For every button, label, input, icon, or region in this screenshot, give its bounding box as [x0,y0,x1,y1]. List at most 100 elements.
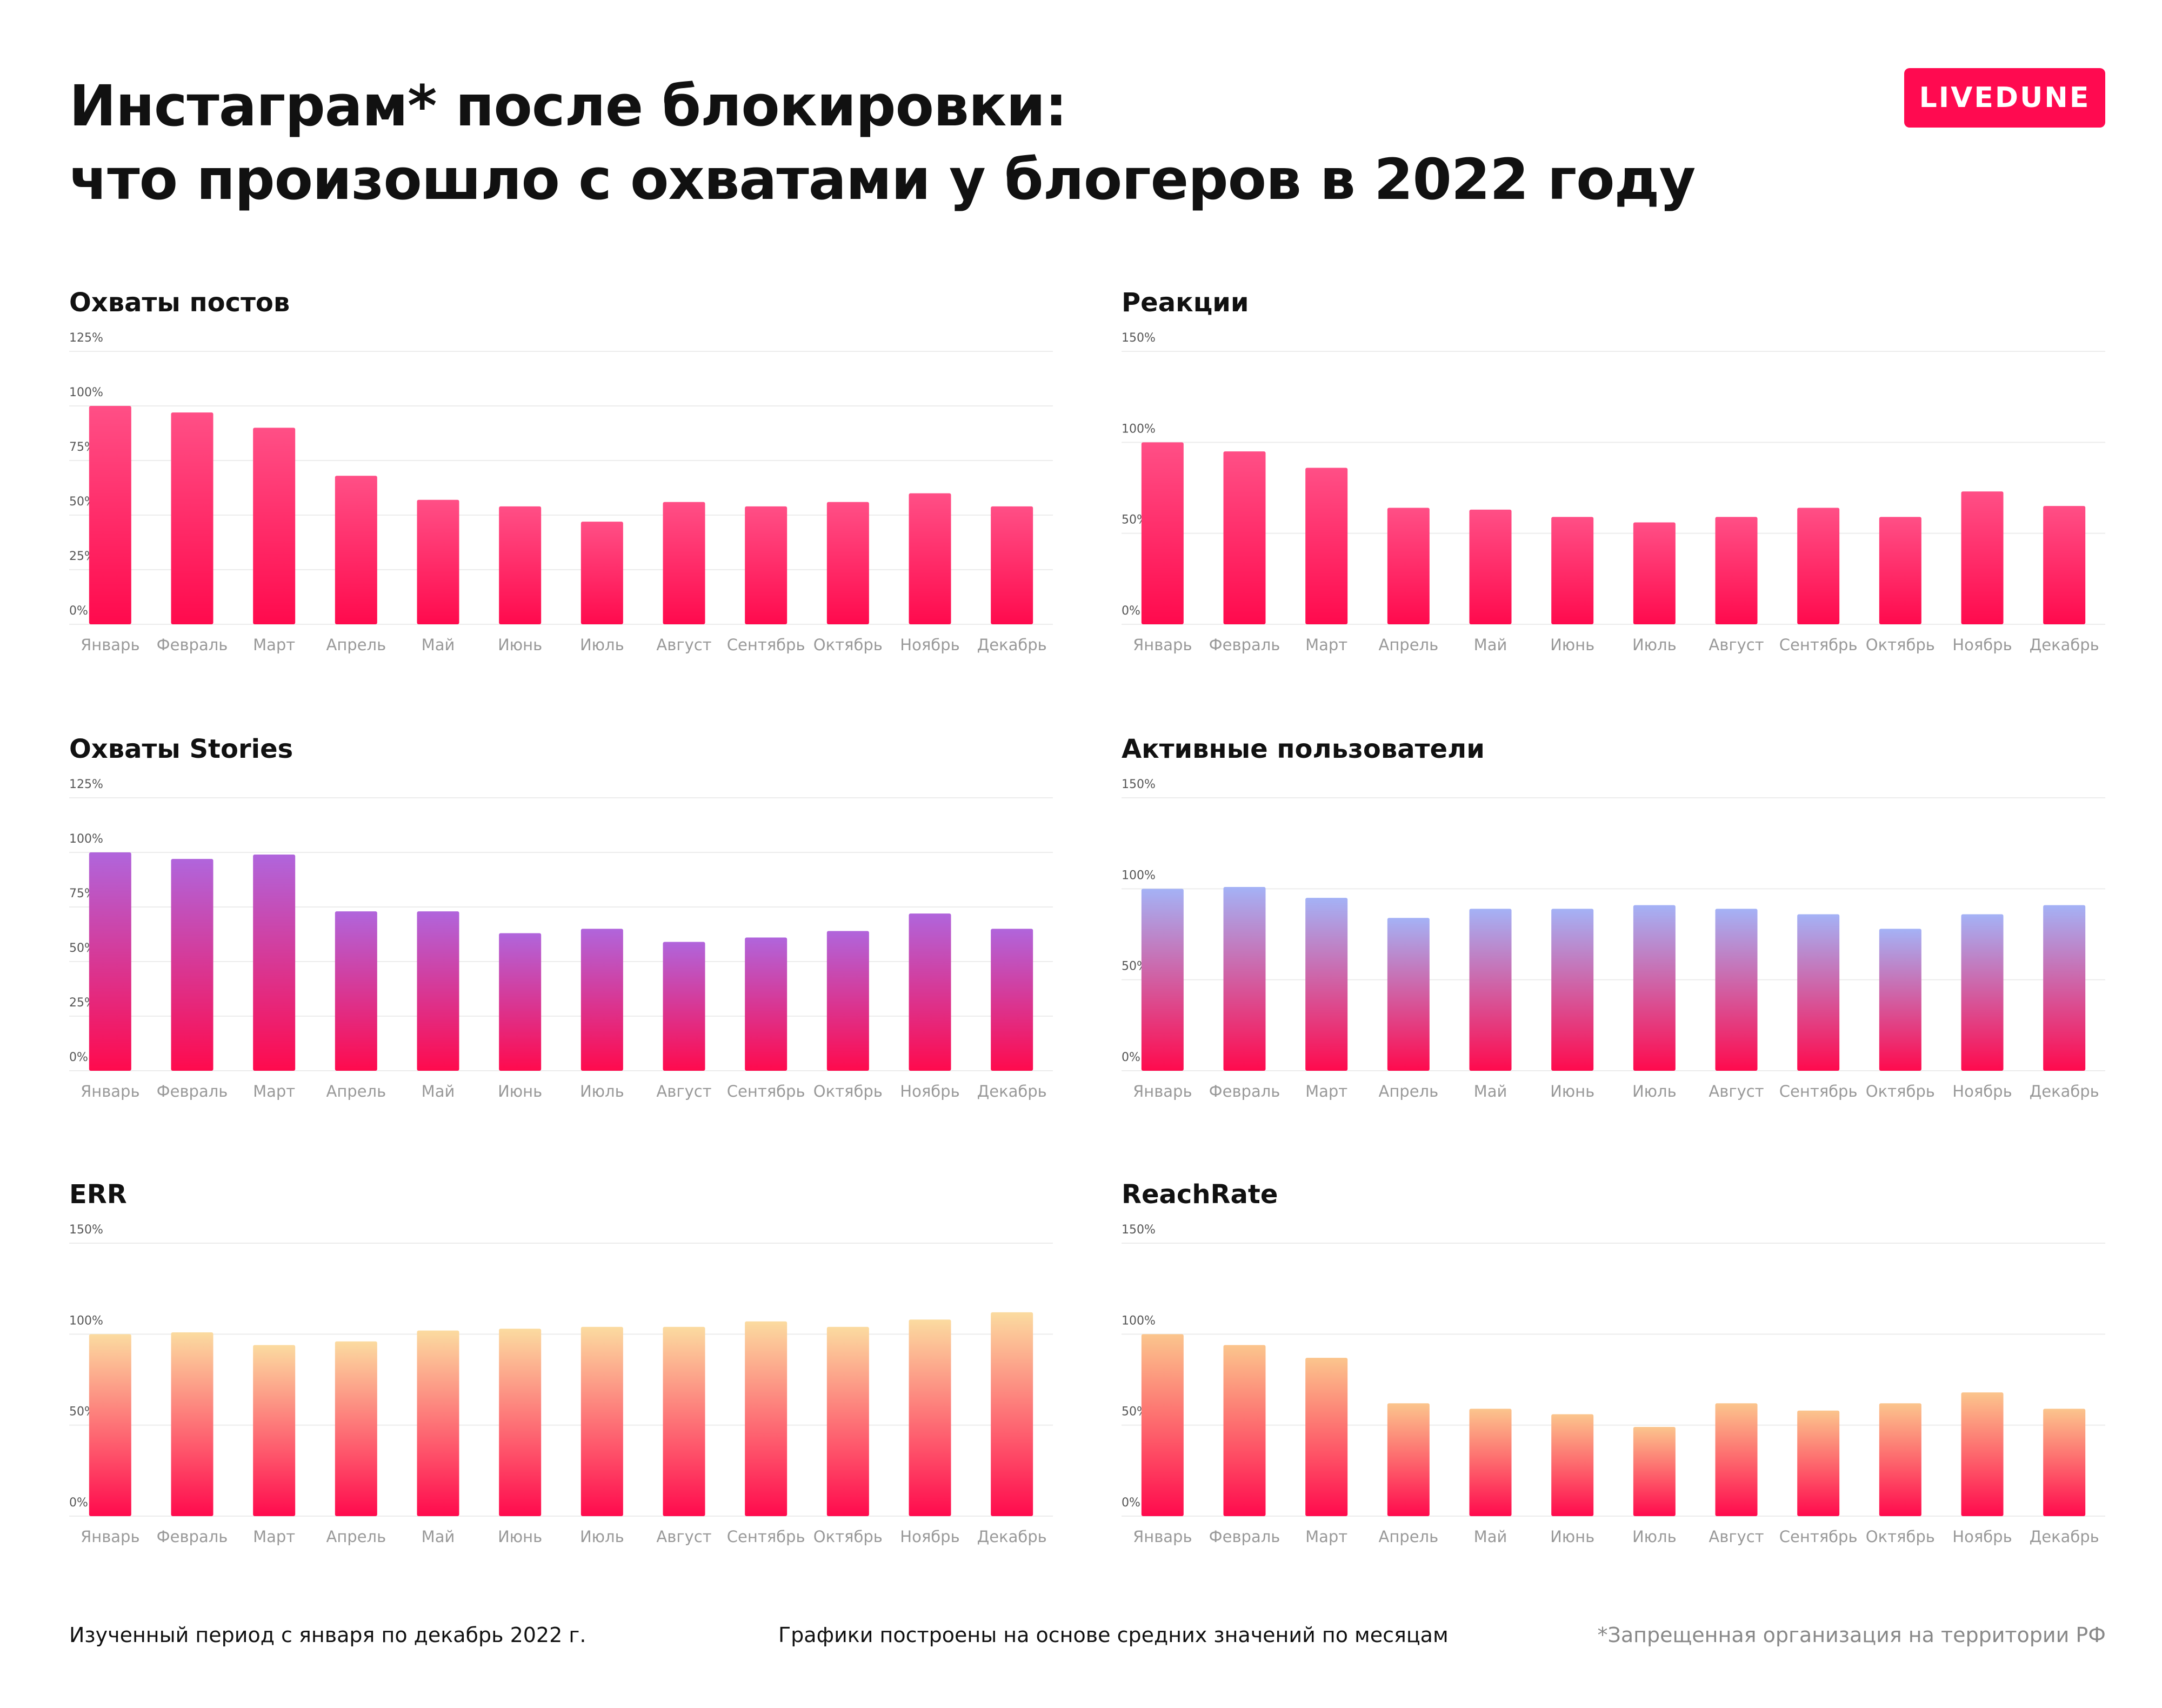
bar-9 [745,1321,788,1516]
x-tick-label: Август [1709,1082,1764,1100]
chart-reach-rate: 0%50%100%150%Январь Февраль Март Апрель Май И… [1122,1223,2105,1546]
bar-10 [1879,1403,1921,1516]
bar-4 [1387,918,1430,1071]
bar-10 [1879,517,1921,624]
x-tick-label: Сентябрь [1779,1527,1858,1546]
bar-8 [1715,1403,1758,1516]
x-tick-label: Май [1474,1082,1507,1100]
bar-10 [826,502,869,624]
bar-2 [1223,451,1266,624]
x-tick-label: Июнь [498,1082,542,1100]
bar-3 [1305,898,1348,1071]
bar-2 [171,412,213,624]
x-tick-label: Февраль [157,1082,228,1100]
bar-9 [1797,508,1840,624]
x-tick-label: Июль [580,1082,624,1100]
bar-8 [663,1326,705,1516]
chart-stories-reach: 0%25%50%75%100%125%Январь Февраль Март Апре… [69,778,1053,1100]
y-tick-label: 0% [1122,1496,1140,1510]
bar-12 [2043,506,2086,624]
x-tick-label: Ноябрь [900,1082,959,1100]
bar-6 [499,933,542,1071]
bar-5 [1469,509,1512,624]
x-tick-label: Январь [1133,636,1192,654]
bar-3 [253,855,296,1071]
footer-disclaimer: *Запрещенная организация на территории Р… [1597,1623,2106,1647]
x-tick-label: Июль [1632,636,1677,654]
x-tick-label: Июль [580,636,624,654]
x-tick-label: Январь [81,1527,139,1546]
x-tick-label: Ноябрь [1952,1527,2012,1546]
x-tick-label: Апрель [326,1082,386,1100]
x-tick-label: Август [1709,636,1764,654]
x-tick-label: Декабрь [977,1082,1047,1100]
bar-7 [580,522,623,624]
x-tick-label: Октябрь [813,1082,883,1100]
chart-panel-reach-rate: ReachRate 0% 50% 100% 150% Январь Февраль Март… [1122,1178,2105,1567]
chart-panel-err: ERR 0% 50% 100% 150% Январь Февраль Март Апрель… [69,1178,1053,1567]
y-tick-label: 125% [69,778,103,791]
bar-6 [1551,1414,1594,1516]
x-tick-label: Октябрь [813,1527,883,1546]
x-tick-label: Март [253,1527,295,1546]
x-tick-label: Февраль [1209,636,1280,654]
x-tick-label: Декабрь [977,1527,1047,1546]
bar-5 [417,499,459,624]
x-tick-label: Апрель [1378,1082,1438,1100]
x-tick-label: Февраль [157,1527,228,1546]
x-tick-label: Май [422,1082,455,1100]
x-tick-label: Ноябрь [1952,636,2012,654]
x-tick-label: Март [253,636,295,654]
bar-7 [580,1326,623,1516]
bar-4 [335,1341,377,1516]
bar-3 [1305,468,1348,624]
x-tick-label: Октябрь [1866,636,1935,654]
x-tick-label: Май [422,636,455,654]
bar-10 [1879,929,1921,1071]
x-tick-label: Октябрь [813,636,883,654]
bar-6 [499,1329,542,1516]
bar-1 [89,1334,131,1516]
bar-12 [2043,1409,2086,1516]
bar-11 [1961,914,2004,1071]
bar-7 [580,929,623,1071]
bar-3 [1305,1358,1348,1516]
chart-panel-stories-reach: Охваты Stories 0% 25% 50% 75% 100% 125% Январь… [69,733,1053,1122]
bar-7 [1633,905,1676,1071]
x-tick-label: Январь [1133,1527,1192,1546]
x-tick-label: Январь [1133,1082,1192,1100]
bar-11 [1961,491,2004,624]
bar-12 [991,506,1033,624]
x-tick-label: Сентябрь [1779,1082,1858,1100]
bar-5 [417,911,459,1071]
page-title: Инстаграм* после блокировки: что произош… [69,69,1696,216]
x-tick-label: Июнь [1550,1082,1594,1100]
bar-9 [745,937,788,1071]
bar-4 [1387,508,1430,624]
bar-12 [991,1312,1033,1516]
page-title-line-1: Инстаграм* после блокировки: [69,73,1067,139]
x-tick-label: Июль [1632,1082,1677,1100]
x-tick-label: Январь [81,636,139,654]
x-tick-label: Ноябрь [900,636,959,654]
bar-12 [2043,905,2086,1071]
chart-panel-post-reach: Охваты постов 0% 25% 50% 75% 100% 125% Январь Ф… [69,286,1053,676]
bar-3 [253,428,296,624]
chart-title: Охваты постов [69,288,290,318]
x-tick-label: Февраль [1209,1527,1280,1546]
x-tick-label: Сентябрь [1779,636,1858,654]
y-tick-label: 100% [69,386,103,399]
bar-11 [909,1319,951,1516]
page-title-line-2: что произошло с охватами у блогеров в 20… [69,146,1696,212]
x-tick-label: Август [656,636,711,654]
livedune-logo: LIVEDUNE [1904,68,2105,128]
x-tick-label: Март [1305,1527,1347,1546]
bar-5 [1469,1409,1512,1516]
y-tick-label: 100% [1122,869,1156,882]
x-tick-label: Январь [81,1082,139,1100]
bar-11 [909,913,951,1071]
footer-basis: Графики построены на основе средних знач… [778,1623,1449,1647]
bar-6 [499,506,542,624]
x-tick-label: Сентябрь [727,1527,805,1546]
chart-title: Активные пользователи [1122,734,1485,764]
